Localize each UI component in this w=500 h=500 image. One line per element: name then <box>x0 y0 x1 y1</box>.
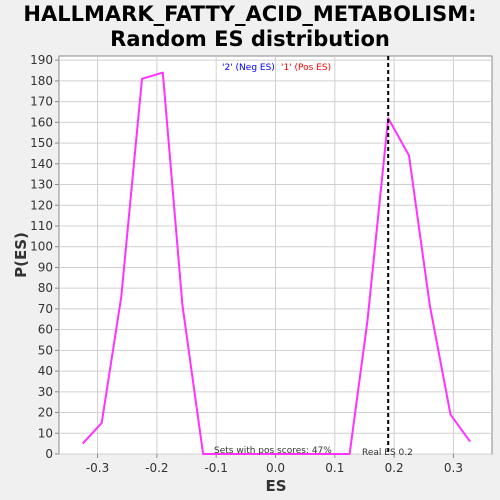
y-tick-label: 130 <box>30 178 53 192</box>
chart-title-line-2: Random ES distribution <box>110 27 390 51</box>
x-tick-label: -0.2 <box>145 461 168 475</box>
y-tick-label: 60 <box>38 323 53 337</box>
y-tick-label: 160 <box>30 115 53 129</box>
legend-neg-es: '2' (Neg ES) <box>222 63 275 73</box>
y-tick-label: 190 <box>30 53 53 67</box>
y-tick-label: 120 <box>30 198 53 212</box>
x-tick-label: -0.1 <box>204 461 227 475</box>
y-tick-label: 50 <box>38 343 53 357</box>
chart-title-line-1: HALLMARK_FATTY_ACID_METABOLISM: <box>23 2 477 26</box>
y-tick-label: 40 <box>38 364 53 378</box>
x-axis-title: ES <box>265 477 286 495</box>
y-tick-label: 0 <box>45 447 53 461</box>
y-tick-label: 90 <box>38 260 53 274</box>
y-tick-label: 110 <box>30 219 53 233</box>
x-tick-label: 0.1 <box>325 461 344 475</box>
pos-scores-label: Sets with pos scores: 47% <box>214 446 332 456</box>
y-tick-label: 140 <box>30 157 53 171</box>
x-tick-label: 0.2 <box>385 461 404 475</box>
y-tick-label: 70 <box>38 302 53 316</box>
es-distribution-line <box>81 71 471 455</box>
real-es-label: Real ES 0.2 <box>362 448 413 458</box>
x-tick-label: -0.3 <box>86 461 109 475</box>
series-layer <box>81 71 471 455</box>
x-tick-label: 0.0 <box>266 461 285 475</box>
y-tick-label: 10 <box>38 426 53 440</box>
y-tick-label: 20 <box>38 406 53 420</box>
y-tick-label: 170 <box>30 95 53 109</box>
legend-pos-es: '1' (Pos ES) <box>281 63 331 73</box>
y-tick-label: 180 <box>30 74 53 88</box>
y-tick-label: 100 <box>30 240 53 254</box>
y-axis-title: P(ES) <box>12 232 30 278</box>
gridlines <box>59 56 492 455</box>
axes: 0 10 20 30 40 50 60 70 80 90 100 110 120 130 140 150 160… <box>30 53 463 475</box>
y-tick-label: 80 <box>38 281 53 295</box>
y-tick-label: 150 <box>30 136 53 150</box>
y-tick-label: 30 <box>38 385 53 399</box>
x-tick-label: 0.3 <box>444 461 463 475</box>
chart-title: HALLMARK_FATTY_ACID_METABOLISM: Random E… <box>0 2 500 52</box>
